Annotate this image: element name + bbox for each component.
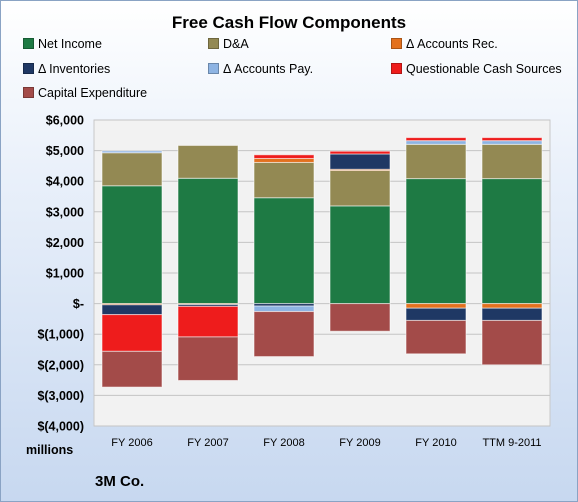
bar-segment bbox=[329, 150, 391, 155]
y-tick-label: $3,000 bbox=[46, 205, 84, 219]
legend-swatch bbox=[23, 38, 34, 49]
legend-label: Net Income bbox=[38, 37, 102, 51]
legend-swatch bbox=[391, 38, 402, 49]
bar-segment bbox=[253, 305, 315, 313]
bar-segment bbox=[405, 319, 467, 355]
legend-swatch bbox=[391, 63, 402, 74]
legend-label: Capital Expenditure bbox=[38, 86, 148, 100]
x-category-label: FY 2009 bbox=[339, 437, 380, 449]
bar-segment bbox=[253, 157, 315, 163]
bar-segment bbox=[101, 185, 163, 305]
bar-segment bbox=[101, 314, 163, 352]
x-category-label: FY 2008 bbox=[263, 437, 304, 449]
y-tick-label: $(4,000) bbox=[37, 420, 84, 434]
bar-segment bbox=[405, 143, 467, 180]
legend-swatch bbox=[23, 63, 34, 74]
y-tick-label: $2,000 bbox=[46, 236, 84, 250]
bar-segment bbox=[405, 140, 467, 145]
bar-segment bbox=[101, 350, 163, 388]
bar-segment bbox=[481, 319, 543, 366]
legend-label: D&A bbox=[223, 37, 249, 51]
legend-label: Δ Accounts Pay. bbox=[223, 62, 314, 76]
bar-segment bbox=[253, 311, 315, 358]
legend-item-inventories: Δ Inventories bbox=[23, 62, 110, 76]
legend-swatch bbox=[208, 63, 219, 74]
legend-swatch bbox=[208, 38, 219, 49]
y-tick-label: $(1,000) bbox=[37, 328, 84, 342]
bar-segment bbox=[481, 143, 543, 180]
y-tick-label: $6,000 bbox=[46, 114, 84, 128]
bar-segment bbox=[101, 152, 163, 187]
bar-segment bbox=[405, 178, 467, 305]
y-tick-label: $(2,000) bbox=[37, 358, 84, 372]
units-label: millions bbox=[26, 443, 74, 457]
x-category-label: FY 2006 bbox=[111, 437, 152, 449]
bar-segment bbox=[405, 303, 467, 309]
bar-segment bbox=[177, 144, 239, 179]
company-label: 3M Co. bbox=[95, 473, 145, 490]
bar-segment bbox=[481, 137, 543, 142]
y-tick-label: $4,000 bbox=[46, 175, 84, 189]
bar-segment bbox=[253, 161, 315, 199]
legend-item-accounts-pay: Δ Accounts Pay. bbox=[208, 62, 313, 76]
legend-label: Δ Accounts Rec. bbox=[406, 37, 498, 51]
x-category-label: TTM 9-2011 bbox=[482, 437, 541, 449]
legend-label: Δ Inventories bbox=[38, 62, 111, 76]
bar-segment bbox=[101, 304, 163, 316]
bar-segment bbox=[405, 307, 467, 321]
legend-label: Questionable Cash Sources bbox=[406, 62, 562, 76]
legend-swatch bbox=[23, 87, 34, 98]
bar-segment bbox=[329, 169, 391, 207]
bar-segment bbox=[481, 303, 543, 309]
bar-segment bbox=[253, 197, 315, 305]
bar-segment bbox=[177, 177, 239, 305]
y-tick-label: $5,000 bbox=[46, 144, 84, 158]
bar-segment bbox=[253, 154, 315, 159]
bar-segment bbox=[177, 336, 239, 381]
legend-item-questionable-cash: Questionable Cash Sources bbox=[391, 62, 562, 76]
bar-segment bbox=[329, 205, 391, 305]
x-category-label: FY 2010 bbox=[415, 437, 456, 449]
y-tick-label: $(3,000) bbox=[37, 389, 84, 403]
x-category-label: FY 2007 bbox=[187, 437, 228, 449]
bar-segment bbox=[405, 137, 467, 142]
bar-segment bbox=[329, 153, 391, 170]
legend-item-da: D&A bbox=[208, 37, 249, 51]
bar-segment bbox=[177, 305, 239, 338]
bar-segment bbox=[481, 178, 543, 305]
legend-item-capex: Capital Expenditure bbox=[23, 86, 147, 100]
bar-segment bbox=[481, 307, 543, 321]
legend-item-accounts-rec: Δ Accounts Rec. bbox=[391, 37, 498, 51]
bar-segment bbox=[101, 150, 163, 154]
bar-segment bbox=[329, 303, 391, 332]
y-tick-label: $1,000 bbox=[46, 267, 84, 281]
y-tick-label: $- bbox=[73, 297, 84, 311]
chart-title: Free Cash Flow Components bbox=[171, 13, 407, 32]
bar-segment bbox=[481, 140, 543, 145]
legend-item-net-income: Net Income bbox=[23, 37, 102, 51]
